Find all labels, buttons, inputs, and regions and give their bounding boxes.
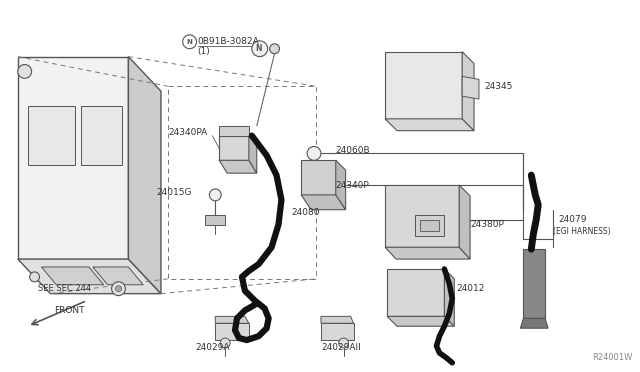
- Polygon shape: [444, 269, 454, 326]
- Polygon shape: [462, 52, 474, 131]
- Bar: [415, 215, 444, 236]
- Polygon shape: [301, 160, 336, 195]
- Text: (EGI HARNESS): (EGI HARNESS): [553, 227, 611, 236]
- Polygon shape: [42, 267, 104, 285]
- Text: 24380P: 24380P: [470, 220, 504, 229]
- Circle shape: [209, 189, 221, 201]
- Polygon shape: [249, 136, 257, 173]
- Polygon shape: [385, 119, 474, 131]
- Polygon shape: [220, 126, 249, 136]
- Text: R24001W: R24001W: [593, 353, 633, 362]
- Bar: [205, 215, 225, 225]
- Circle shape: [29, 272, 40, 282]
- Text: 24029AII: 24029AII: [321, 343, 361, 352]
- Text: 24012: 24012: [456, 284, 484, 293]
- Polygon shape: [215, 316, 249, 323]
- Text: 24079: 24079: [558, 215, 586, 224]
- Polygon shape: [387, 316, 454, 326]
- Circle shape: [269, 44, 280, 54]
- Circle shape: [18, 64, 31, 78]
- Text: 24345: 24345: [484, 82, 512, 91]
- Circle shape: [182, 35, 196, 49]
- Polygon shape: [18, 57, 129, 259]
- Text: 24340PA: 24340PA: [168, 128, 207, 137]
- Polygon shape: [524, 249, 545, 318]
- Polygon shape: [18, 259, 161, 294]
- Text: 24340P: 24340P: [336, 180, 369, 189]
- Circle shape: [252, 41, 268, 57]
- Text: 0B91B-3082A: 0B91B-3082A: [198, 37, 259, 46]
- Text: (1): (1): [198, 47, 211, 56]
- Text: SEE SEC.244: SEE SEC.244: [38, 284, 91, 293]
- Text: 24015G: 24015G: [156, 188, 191, 198]
- Polygon shape: [215, 323, 249, 340]
- Polygon shape: [387, 269, 444, 316]
- Polygon shape: [129, 57, 161, 294]
- Text: FRONT: FRONT: [54, 306, 85, 315]
- Text: 24029A: 24029A: [196, 343, 230, 352]
- Polygon shape: [385, 185, 460, 247]
- Circle shape: [307, 147, 321, 160]
- Text: 24060B: 24060B: [336, 146, 371, 155]
- Text: 24080: 24080: [291, 208, 320, 217]
- Polygon shape: [93, 267, 143, 285]
- Circle shape: [339, 338, 349, 348]
- Polygon shape: [460, 185, 470, 259]
- Polygon shape: [385, 247, 470, 259]
- Circle shape: [111, 282, 125, 296]
- Polygon shape: [462, 76, 479, 99]
- Polygon shape: [385, 52, 462, 119]
- Bar: [420, 219, 440, 231]
- Bar: [81, 106, 122, 165]
- Bar: [28, 106, 75, 165]
- Circle shape: [220, 338, 230, 348]
- Polygon shape: [321, 316, 353, 323]
- Polygon shape: [220, 160, 257, 173]
- Polygon shape: [321, 323, 353, 340]
- Polygon shape: [520, 318, 548, 328]
- Text: N: N: [187, 39, 193, 45]
- Circle shape: [116, 286, 122, 292]
- Polygon shape: [220, 136, 249, 160]
- Text: N: N: [255, 44, 261, 53]
- Polygon shape: [301, 195, 346, 210]
- Polygon shape: [336, 160, 346, 210]
